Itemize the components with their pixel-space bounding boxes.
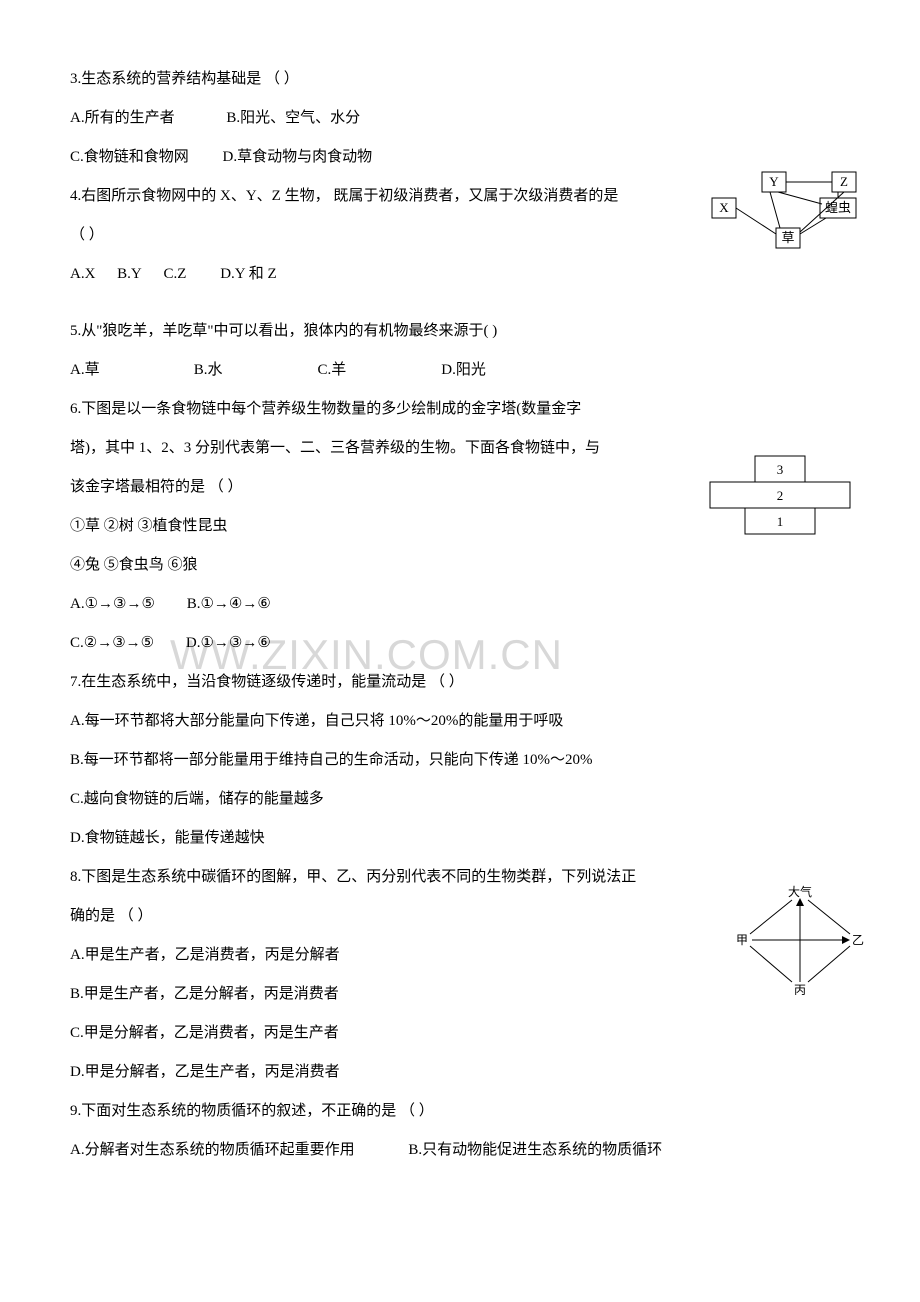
q9-option-b: B.只有动物能促进生态系统的物质循环 [408,1131,662,1170]
q6-option-b: B.①→④→⑥ [187,585,271,624]
q8-fig-bing: 丙 [794,983,806,997]
q8-fig-jia: 甲 [736,933,748,947]
q9-options: A.分解者对生态系统的物质循环起重要作用 B.只有动物能促进生态系统的物质循环 [70,1131,850,1170]
spacer [70,294,850,312]
q8-fig-yi: 乙 [852,933,864,947]
q4-option-a: A.X [70,255,95,294]
q4-fig-aphid: 蝗虫 [825,200,851,215]
q5-option-d: D.阳光 [441,351,486,390]
q9-stem: 9.下面对生态系统的物质循环的叙述，不正确的是 （ ） [70,1092,850,1131]
q4-option-d: D.Y 和 Z [220,255,277,294]
content-wrapper: 3.生态系统的营养结构基础是 （ ） A.所有的生产者 B.阳光、空气、水分 C… [70,60,850,1170]
q3-option-a: A.所有的生产者 [70,99,175,138]
q5-options: A.草 B.水 C.羊 D.阳光 [70,351,850,390]
q7-option-d: D.食物链越长，能量传递越快 [70,819,850,858]
q9-option-a: A.分解者对生态系统的物质循环起重要作用 [70,1131,355,1170]
q4-options: A.X B.Y C.Z D.Y 和 Z [70,255,850,294]
q6-items-line2: ④兔 ⑤食虫鸟 ⑥狼 [70,546,850,585]
question-9: 9.下面对生态系统的物质循环的叙述，不正确的是 （ ） A.分解者对生态系统的物… [70,1092,850,1170]
q3-option-c: C.食物链和食物网 [70,138,189,177]
q6-option-d: D.①→③→⑥ [186,624,271,663]
question-7: 7.在生态系统中，当沿食物链逐级传递时，能量流动是 （ ） A.每一环节都将大部… [70,663,850,858]
q4-fig-grass: 草 [781,230,794,245]
q5-option-b: B.水 [194,351,314,390]
q7-option-a: A.每一环节都将大部分能量向下传递，自己只将 10%～20%的能量用于呼吸 [70,702,850,741]
q4-option-c: C.Z [164,255,187,294]
q6-option-c: C.②→③→⑤ [70,624,154,663]
q3-option-d: D.草食动物与肉食动物 [223,138,373,177]
q3-options-ab: A.所有的生产者 B.阳光、空气、水分 [70,99,850,138]
q4-fig-z: Z [840,174,848,189]
q5-option-a: A.草 [70,351,190,390]
q8-fig-air: 大气 [788,884,812,899]
q6-pyramid-diagram: 3 2 1 [700,450,860,546]
q6-fig-2: 2 [777,488,784,503]
q5-stem: 5.从"狼吃羊，羊吃草"中可以看出，狼体内的有机物最终来源于( ) [70,312,850,351]
q6-stem-line1: 6.下图是以一条食物链中每个营养级生物数量的多少绘制成的金字塔(数量金字 [70,390,850,429]
q8-carbon-cycle-diagram: 大气 甲 乙 丙 [730,882,870,1002]
q6-options-ab: A.①→③→⑤ B.①→④→⑥ [70,585,850,624]
q8-option-c: C.甲是分解者，乙是消费者，丙是生产者 [70,1014,850,1053]
q4-option-b: B.Y [117,255,142,294]
question-3: 3.生态系统的营养结构基础是 （ ） A.所有的生产者 B.阳光、空气、水分 C… [70,60,850,177]
q3-option-b: B.阳光、空气、水分 [226,99,360,138]
q3-stem: 3.生态系统的营养结构基础是 （ ） [70,60,850,99]
q6-fig-1: 1 [777,514,784,529]
q8-option-d: D.甲是分解者，乙是生产者，丙是消费者 [70,1053,850,1092]
q7-option-c: C.越向食物链的后端，储存的能量越多 [70,780,850,819]
q6-options-cd: C.②→③→⑤ D.①→③→⑥ [70,624,850,663]
q5-option-c: C.羊 [318,351,438,390]
q7-option-b: B.每一环节都将一部分能量用于维持自己的生命活动，只能向下传递 10%～20% [70,741,850,780]
q4-food-web-diagram: X Y Z 蝗虫 草 [710,170,860,260]
q7-stem: 7.在生态系统中，当沿食物链逐级传递时，能量流动是 （ ） [70,663,850,702]
question-5: 5.从"狼吃羊，羊吃草"中可以看出，狼体内的有机物最终来源于( ) A.草 B.… [70,312,850,390]
q6-fig-3: 3 [777,462,784,477]
q6-option-a: A.①→③→⑤ [70,585,155,624]
q4-fig-y: Y [769,174,779,189]
q4-fig-x: X [719,200,729,215]
